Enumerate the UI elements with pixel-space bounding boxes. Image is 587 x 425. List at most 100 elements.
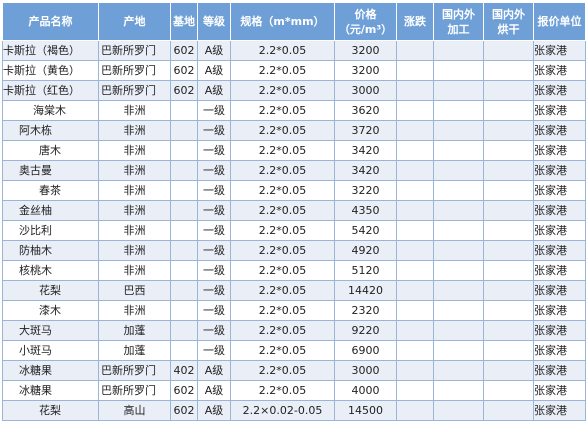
cell-grade: A级 [197, 380, 231, 401]
cell-grade: A级 [197, 360, 231, 381]
cell-origin: 巴西 [98, 280, 171, 301]
cell-origin: 非洲 [98, 180, 171, 201]
cell-drying [483, 360, 534, 381]
cell-processing [433, 360, 484, 381]
table-row: 海棠木 非洲 一级 2.2*0.05 3620 张家港 [2, 100, 586, 121]
cell-drying [483, 280, 534, 301]
table-row: 大斑马 加蓬 一级 2.2*0.05 9220 张家港 [2, 320, 586, 341]
cell-name: 海棠木 [2, 100, 99, 121]
cell-drying [483, 340, 534, 361]
cell-origin: 加蓬 [98, 320, 171, 341]
cell-quote-unit: 张家港 [533, 400, 586, 421]
cell-name: 花梨 [2, 280, 99, 301]
cell-quote-unit: 张家港 [533, 280, 586, 301]
cell-spec: 2.2*0.05 [230, 260, 335, 281]
cell-grade: A级 [197, 400, 231, 421]
cell-processing [433, 180, 484, 201]
cell-spec: 2.2*0.05 [230, 200, 335, 221]
cell-drying [483, 60, 534, 81]
cell-quote-unit: 张家港 [533, 100, 586, 121]
header-change: 涨跌 [396, 2, 434, 41]
cell-change [396, 220, 434, 241]
cell-drying [483, 40, 534, 61]
cell-processing [433, 160, 484, 181]
cell-spec: 2.2*0.05 [230, 40, 335, 61]
cell-grade: 一级 [197, 340, 231, 361]
cell-drying [483, 400, 534, 421]
cell-change [396, 260, 434, 281]
cell-name: 沙比利 [2, 220, 99, 241]
cell-drying [483, 80, 534, 101]
header-drying-line2: 烘干 [497, 22, 520, 36]
cell-base: 602 [170, 80, 198, 101]
cell-change [396, 340, 434, 361]
cell-spec: 2.2*0.05 [230, 140, 335, 161]
cell-drying [483, 140, 534, 161]
cell-processing [433, 40, 484, 61]
cell-drying [483, 100, 534, 121]
cell-grade: A级 [197, 80, 231, 101]
cell-drying [483, 220, 534, 241]
cell-grade: 一级 [197, 260, 231, 281]
cell-grade: 一级 [197, 100, 231, 121]
cell-base [170, 300, 198, 321]
cell-change [396, 200, 434, 221]
cell-grade: A级 [197, 60, 231, 81]
cell-grade: 一级 [197, 120, 231, 141]
cell-quote-unit: 张家港 [533, 320, 586, 341]
cell-base [170, 220, 198, 241]
cell-base: 402 [170, 360, 198, 381]
cell-price: 3420 [334, 160, 397, 181]
cell-drying [483, 240, 534, 261]
cell-processing [433, 100, 484, 121]
cell-name: 卡斯拉（红色） [2, 80, 99, 101]
cell-quote-unit: 张家港 [533, 80, 586, 101]
cell-base [170, 320, 198, 341]
cell-quote-unit: 张家港 [533, 180, 586, 201]
table-row: 花梨 巴西 一级 2.2*0.05 14420 张家港 [2, 280, 586, 301]
table-row: 核桃木 非洲 一级 2.2*0.05 5120 张家港 [2, 260, 586, 281]
cell-origin: 高山 [98, 400, 171, 421]
cell-name: 小斑马 [2, 340, 99, 361]
cell-name: 冰糖果 [2, 360, 99, 381]
header-price: 价格 （元/m³） [334, 2, 397, 41]
header-drying-line1: 国内外 [492, 7, 525, 21]
cell-processing [433, 280, 484, 301]
cell-price: 3200 [334, 60, 397, 81]
table-row: 金丝柚 非洲 一级 2.2*0.05 4350 张家港 [2, 200, 586, 221]
cell-name: 冰糖果 [2, 380, 99, 401]
cell-price: 3000 [334, 80, 397, 101]
cell-quote-unit: 张家港 [533, 380, 586, 401]
cell-drying [483, 180, 534, 201]
cell-quote-unit: 张家港 [533, 120, 586, 141]
cell-change [396, 140, 434, 161]
cell-price: 9220 [334, 320, 397, 341]
cell-origin: 巴新所罗门 [98, 40, 171, 61]
cell-spec: 2.2*0.05 [230, 80, 335, 101]
cell-origin: 非洲 [98, 260, 171, 281]
cell-price: 4350 [334, 200, 397, 221]
table-row: 春茶 非洲 一级 2.2*0.05 3220 张家港 [2, 180, 586, 201]
cell-spec: 2.2*0.05 [230, 220, 335, 241]
cell-spec: 2.2*0.05 [230, 360, 335, 381]
cell-price: 6900 [334, 340, 397, 361]
cell-origin: 巴新所罗门 [98, 80, 171, 101]
cell-origin: 非洲 [98, 300, 171, 321]
cell-base: 602 [170, 380, 198, 401]
cell-origin: 巴新所罗门 [98, 60, 171, 81]
header-processing-line1: 国内外 [442, 7, 475, 21]
cell-grade: 一级 [197, 140, 231, 161]
cell-name: 金丝柚 [2, 200, 99, 221]
header-processing-line2: 加工 [447, 22, 470, 36]
cell-quote-unit: 张家港 [533, 220, 586, 241]
cell-grade: 一级 [197, 280, 231, 301]
cell-base [170, 100, 198, 121]
cell-quote-unit: 张家港 [533, 160, 586, 181]
cell-price: 5120 [334, 260, 397, 281]
cell-quote-unit: 张家港 [533, 140, 586, 161]
cell-name: 防柚木 [2, 240, 99, 261]
cell-change [396, 360, 434, 381]
cell-base [170, 260, 198, 281]
cell-change [396, 100, 434, 121]
cell-base [170, 160, 198, 181]
